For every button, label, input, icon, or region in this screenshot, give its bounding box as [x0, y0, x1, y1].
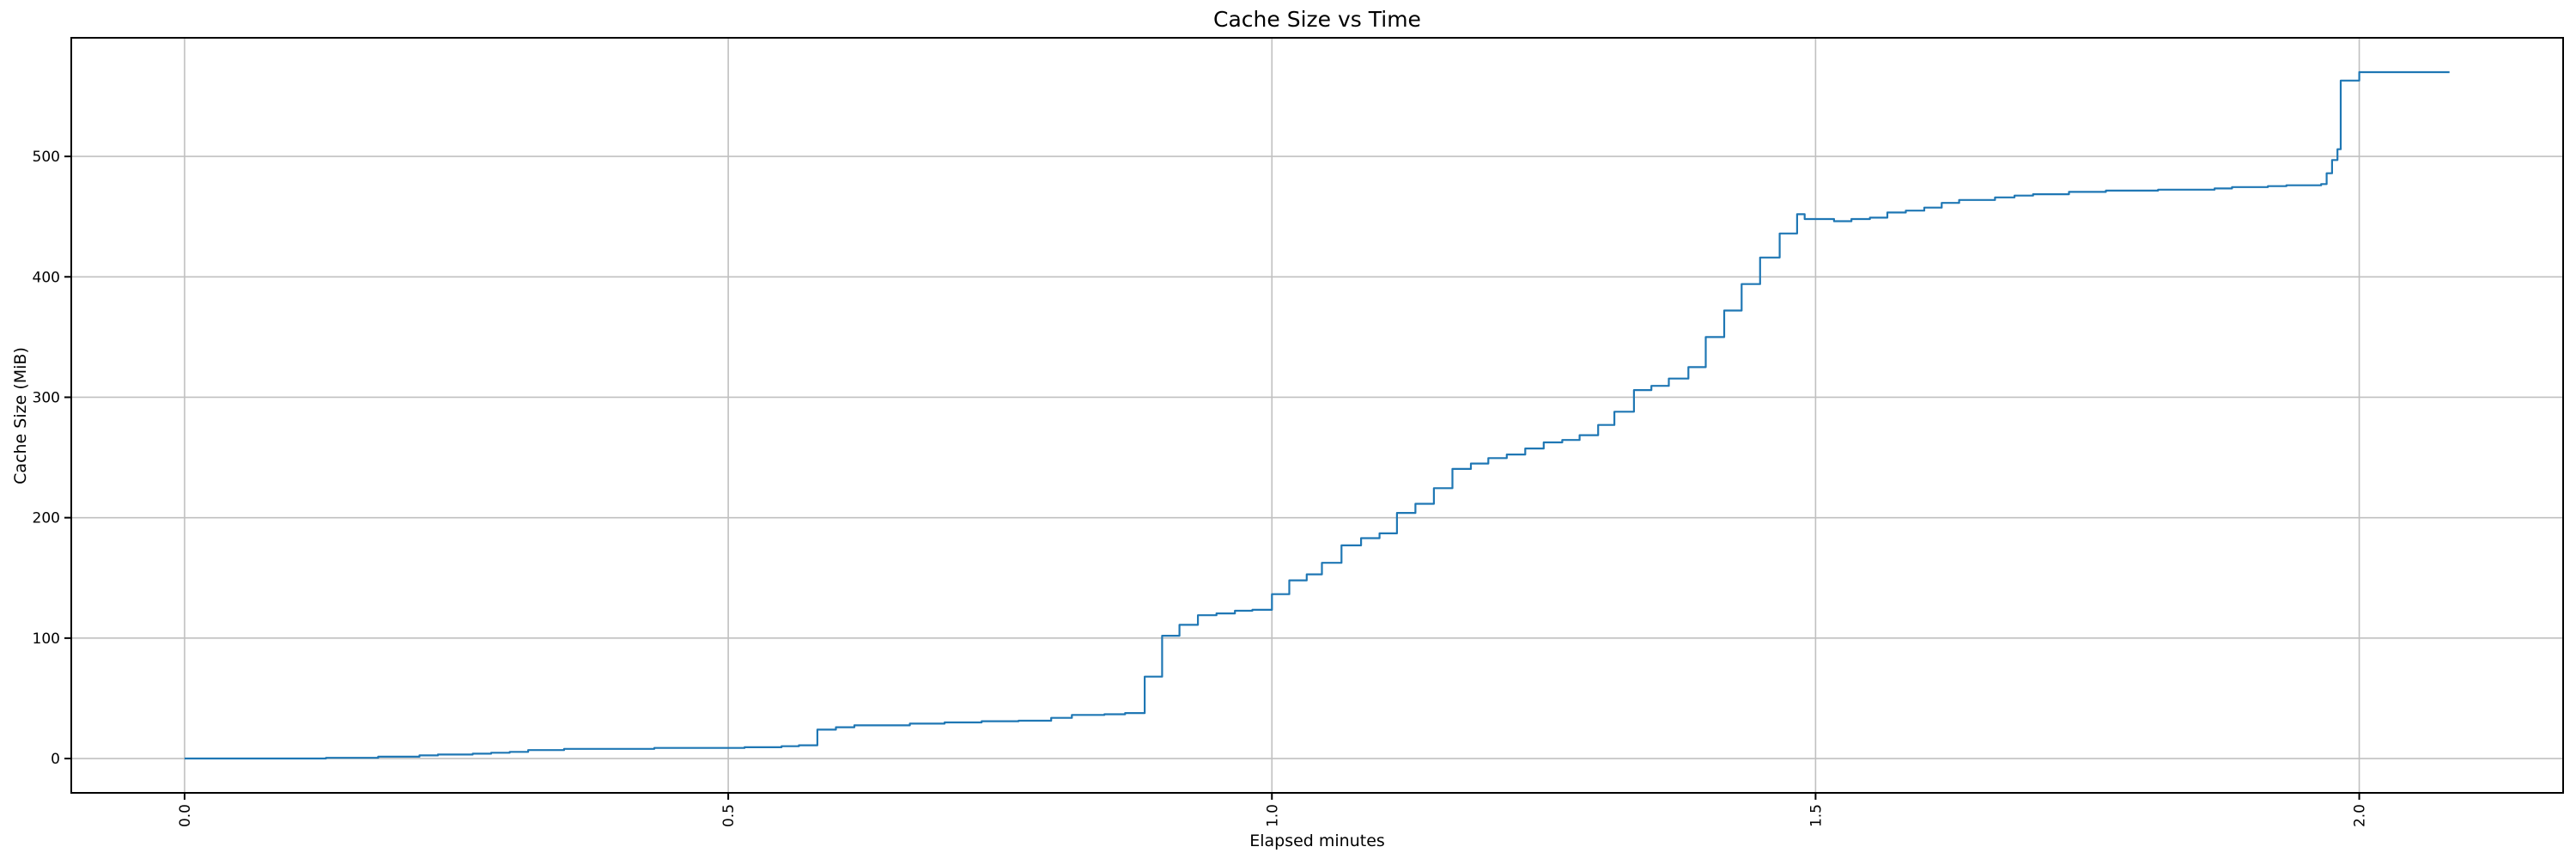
y-tick-label: 100 — [33, 631, 60, 648]
tick-marks — [64, 155, 2360, 800]
data-series — [184, 70, 2450, 760]
x-tick-label: 0.5 — [720, 804, 738, 827]
y-tick-label: 200 — [33, 510, 60, 527]
series-line-cache_size_mib — [184, 70, 2450, 760]
y-axis-label: Cache Size (MiB) — [11, 347, 30, 484]
x-tick-label: 1.0 — [1264, 804, 1281, 827]
chart-title: Cache Size vs Time — [1213, 7, 1421, 32]
x-axis-label: Elapsed minutes — [1249, 832, 1385, 850]
y-tick-label: 300 — [33, 389, 60, 406]
grid-lines — [71, 38, 2563, 793]
plot-frame — [70, 37, 2564, 794]
tick-labels: 0.0 0.5 1.0 1.5 2.0 0 100 200 300 400 500 — [33, 149, 2369, 827]
y-tick-label: 400 — [33, 269, 60, 286]
x-tick-label: 1.5 — [1807, 804, 1825, 827]
x-tick-label: 0.0 — [177, 804, 194, 827]
x-tick-label: 2.0 — [2352, 804, 2369, 827]
y-tick-label: 500 — [33, 149, 60, 166]
axes-frame — [70, 37, 2564, 794]
y-tick-label: 0 — [51, 751, 60, 768]
